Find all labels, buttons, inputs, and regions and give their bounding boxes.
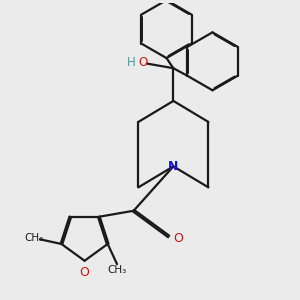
Text: N: N	[168, 160, 178, 173]
Text: CH₃: CH₃	[25, 233, 44, 243]
Text: CH₃: CH₃	[107, 265, 127, 275]
Text: O: O	[173, 232, 183, 245]
Text: O: O	[138, 56, 148, 69]
Text: O: O	[80, 266, 89, 279]
Text: H: H	[127, 56, 136, 69]
